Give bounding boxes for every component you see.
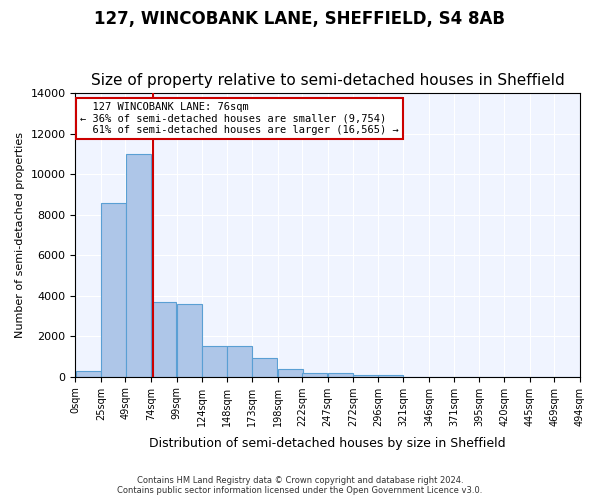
Bar [328, 373, 353, 376]
Bar [302, 372, 328, 376]
Text: 127, WINCOBANK LANE, SHEFFIELD, S4 8AB: 127, WINCOBANK LANE, SHEFFIELD, S4 8AB [95, 10, 505, 28]
Bar [177, 304, 202, 376]
Bar [353, 374, 379, 376]
Bar [76, 370, 101, 376]
Bar [202, 346, 227, 376]
Bar [378, 375, 403, 376]
Bar [101, 202, 126, 376]
X-axis label: Distribution of semi-detached houses by size in Sheffield: Distribution of semi-detached houses by … [149, 437, 506, 450]
Bar [253, 358, 277, 376]
Title: Size of property relative to semi-detached houses in Sheffield: Size of property relative to semi-detach… [91, 73, 565, 88]
Text: Contains HM Land Registry data © Crown copyright and database right 2024.
Contai: Contains HM Land Registry data © Crown c… [118, 476, 482, 495]
Text: 127 WINCOBANK LANE: 76sqm
← 36% of semi-detached houses are smaller (9,754)
  61: 127 WINCOBANK LANE: 76sqm ← 36% of semi-… [80, 102, 399, 135]
Bar [151, 302, 176, 376]
Y-axis label: Number of semi-detached properties: Number of semi-detached properties [15, 132, 25, 338]
Bar [278, 368, 303, 376]
Bar [227, 346, 252, 376]
Bar [126, 154, 151, 376]
